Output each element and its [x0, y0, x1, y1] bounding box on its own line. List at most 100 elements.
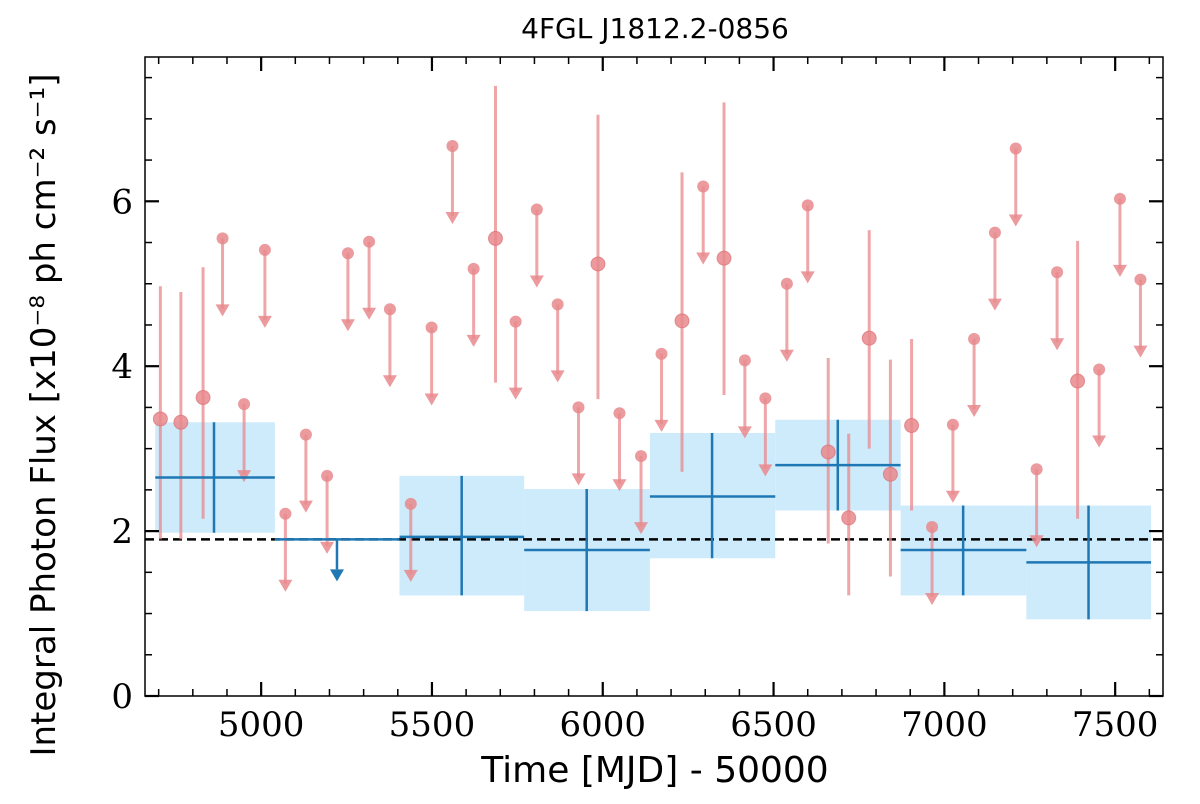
y-tick-label: 6 [111, 182, 133, 222]
short-bin-ul-point-1 [238, 398, 251, 411]
short-bin-ul-arrow-28 [987, 298, 1002, 311]
short-bin-point-2 [195, 390, 211, 406]
short-bin-point-3 [487, 230, 503, 246]
short-bin-ul-arrow-9 [403, 569, 418, 582]
x-tick-label: 5500 [389, 705, 476, 745]
short-bin-point-6 [716, 250, 732, 266]
y-tick-label: 2 [111, 512, 133, 552]
y-tick-label: 0 [111, 677, 133, 717]
short-bin-ul-point-33 [1113, 192, 1126, 205]
short-bin-ul-arrow-21 [737, 426, 752, 439]
short-bin-ul-arrow-5 [320, 541, 335, 554]
short-bin-ul-arrow-6 [340, 319, 355, 332]
short-bin-ul-point-32 [1093, 363, 1106, 376]
short-bin-ul-point-26 [946, 418, 959, 431]
short-bin-ul-arrow-4 [298, 500, 313, 513]
short-bin-ul-arrow-7 [362, 307, 377, 320]
x-tick-label: 7000 [901, 705, 988, 745]
short-bin-ul-arrow-1 [237, 470, 252, 483]
short-bin-ul-arrow-18 [634, 522, 649, 535]
plot-frame [144, 56, 1164, 697]
short-bin-ul-point-20 [697, 180, 710, 193]
short-bin-ul-point-22 [759, 392, 772, 405]
short-bin-ul-arrow-30 [1029, 535, 1044, 548]
short-bin-ul-arrow-0 [215, 304, 230, 317]
short-bin-ul-arrow-20 [696, 252, 711, 265]
short-bin-ul-arrow-26 [945, 490, 960, 503]
x-tick-label: 6500 [730, 705, 817, 745]
x-tick-label: 7500 [1072, 705, 1159, 745]
short-bin-ul-point-34 [1134, 273, 1147, 286]
short-bin-ul-point-11 [446, 140, 459, 153]
short-bin-ul-point-17 [613, 407, 626, 420]
short-bin-ul-arrow-17 [612, 479, 627, 492]
short-bin-ul-arrow-27 [967, 404, 982, 417]
short-bin-ul-arrow-11 [445, 212, 460, 225]
short-bin-ul-point-19 [655, 347, 668, 360]
short-bin-ul-point-24 [801, 199, 814, 212]
short-bin-ul-arrow-29 [1008, 214, 1023, 227]
short-bin-point-11 [904, 418, 920, 434]
short-bin-point-7 [820, 444, 836, 460]
x-tick-label: 5000 [218, 705, 305, 745]
long-bin-series [155, 419, 1152, 620]
short-bin-ul-point-21 [738, 354, 751, 367]
short-bin-ul-arrow-13 [508, 387, 523, 400]
short-bin-ul-arrow-8 [382, 375, 397, 388]
short-bin-ul-point-0 [216, 232, 229, 245]
short-bin-series [152, 85, 1148, 605]
short-bin-ul-arrow-14 [529, 275, 544, 288]
short-bin-ul-arrow-12 [466, 334, 481, 347]
short-bin-ul-point-5 [321, 469, 334, 482]
short-bin-ul-point-3 [279, 507, 292, 520]
short-bin-ul-point-16 [572, 401, 585, 414]
long-bin-ul-arrow-0 [329, 569, 344, 582]
short-bin-ul-point-10 [425, 321, 438, 334]
short-bin-ul-point-25 [926, 520, 939, 533]
short-bin-point-9 [861, 330, 877, 346]
short-bin-ul-point-2 [258, 243, 271, 256]
short-bin-ul-point-14 [530, 203, 543, 216]
short-bin-point-4 [590, 256, 606, 272]
short-bin-ul-point-4 [299, 428, 312, 441]
short-bin-ul-arrow-24 [800, 271, 815, 284]
short-bin-ul-point-31 [1051, 266, 1064, 279]
short-bin-ul-arrow-23 [779, 349, 794, 362]
short-bin-point-5 [674, 313, 690, 329]
short-bin-ul-point-18 [635, 450, 648, 463]
axes: 5000 5500 6000 6500 7000 7500 0 2 4 6 [111, 56, 1164, 745]
short-bin-point-8 [841, 510, 857, 526]
short-bin-ul-point-12 [467, 262, 480, 275]
short-bin-ul-point-30 [1030, 463, 1043, 476]
short-bin-ul-arrow-3 [278, 579, 293, 592]
short-bin-point-12 [1070, 373, 1086, 389]
short-bin-point-10 [882, 466, 898, 482]
short-bin-ul-point-29 [1009, 142, 1022, 155]
y-axis-label: Integral Photon Flux [x10⁻⁸ ph cm⁻² s⁻¹] [24, 73, 64, 756]
x-axis-label: Time [MJD] - 50000 [480, 750, 828, 791]
short-bin-ul-arrow-25 [925, 592, 940, 605]
short-bin-ul-point-27 [968, 332, 981, 345]
short-bin-ul-point-23 [780, 277, 793, 290]
short-bin-ul-point-7 [363, 235, 376, 248]
y-tick-label: 4 [111, 347, 133, 387]
chart-title: 4FGL J1812.2-0856 [521, 12, 789, 45]
short-bin-point-0 [152, 411, 168, 427]
short-bin-ul-arrow-16 [571, 473, 586, 486]
short-bin-ul-point-28 [988, 226, 1001, 239]
short-bin-ul-arrow-32 [1092, 435, 1107, 448]
short-bin-ul-arrow-34 [1133, 345, 1148, 358]
short-bin-point-1 [173, 414, 189, 430]
short-bin-ul-point-13 [509, 315, 522, 328]
short-bin-ul-point-6 [341, 247, 354, 260]
short-bin-ul-arrow-19 [654, 419, 669, 432]
short-bin-ul-arrow-15 [550, 370, 565, 383]
short-bin-ul-point-8 [383, 303, 396, 316]
short-bin-ul-point-9 [404, 497, 417, 510]
short-bin-ul-arrow-31 [1050, 338, 1065, 351]
x-tick-label: 6000 [559, 705, 646, 745]
short-bin-ul-arrow-2 [257, 315, 272, 328]
short-bin-ul-arrow-22 [758, 464, 773, 477]
